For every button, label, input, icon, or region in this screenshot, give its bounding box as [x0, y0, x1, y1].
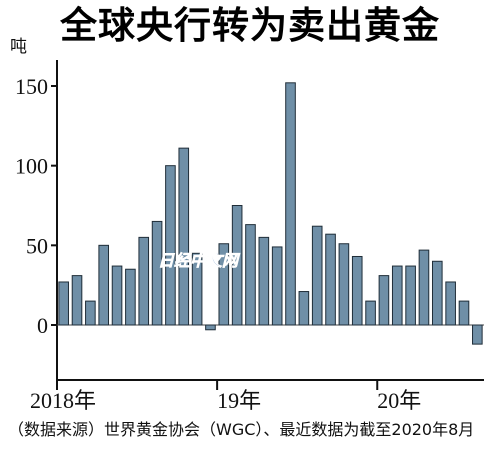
bar-2019-02	[231, 205, 243, 326]
bar-2020-07	[458, 300, 470, 326]
bar-2019-04	[258, 236, 270, 326]
bar-2019-05	[271, 246, 283, 326]
bar-2019-12	[365, 300, 376, 326]
y-tick-label: 50	[26, 233, 48, 258]
bar-2018-10	[178, 147, 190, 326]
bar-2019-10	[338, 243, 350, 326]
bar-2018-11	[191, 252, 203, 326]
bar-2019-03	[245, 224, 256, 326]
y-tick-label: 150	[15, 74, 48, 99]
bar-2018-08	[151, 220, 163, 326]
chart-svg: 吨 0 50 100 150 2018年 19年 20年 日经中文网	[10, 37, 484, 413]
y-tick-label: 100	[15, 154, 48, 179]
x-year-label: 2018年	[30, 388, 96, 413]
bar-2018-09	[165, 165, 176, 326]
bar-2018-01	[58, 281, 69, 326]
chart-title: 全球央行转为卖出黄金	[60, 4, 440, 47]
bar-2018-02	[71, 275, 83, 326]
bar-2018-03	[85, 300, 96, 326]
bar-2020-04	[418, 249, 430, 326]
bar-2019-06	[285, 82, 296, 326]
bar-2019-11	[351, 255, 363, 326]
bar-2019-07	[298, 291, 310, 326]
bar-2020-06	[445, 281, 456, 326]
bar-2019-01	[218, 243, 230, 326]
bar-2020-01	[378, 275, 390, 326]
bar-2018-04	[98, 244, 110, 326]
y-tick-label: 0	[37, 313, 48, 338]
x-year-label: 20年	[377, 388, 421, 413]
bar-2019-09	[325, 233, 336, 326]
bar-2018-12	[205, 324, 216, 331]
bar-2020-02	[391, 265, 403, 326]
bar-2018-05	[111, 265, 123, 326]
bar-2019-08	[311, 225, 323, 326]
bar-2020-05	[431, 260, 443, 326]
source-note: （数据来源）世界黄金协会（WGC）、最近数据为截至2020年8月	[8, 420, 475, 439]
bar-2018-07	[138, 236, 150, 326]
bar-2018-06	[125, 268, 136, 326]
y-unit-label: 吨	[10, 37, 27, 57]
bar-2020-08	[472, 324, 483, 345]
watermark-logo: 日经中文网	[158, 251, 241, 270]
bar-2020-03	[405, 265, 416, 326]
x-year-label: 19年	[217, 388, 261, 413]
